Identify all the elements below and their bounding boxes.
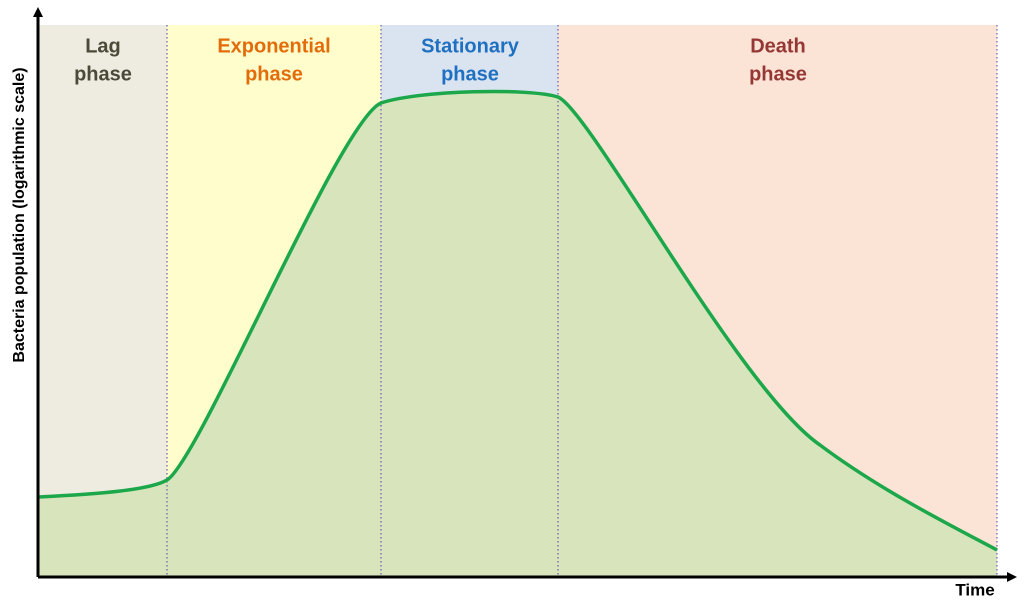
x-axis-label: Time [955,580,994,599]
phase-label: Lag [85,35,121,57]
phase-label: Exponential [217,35,330,57]
phase-label: phase [74,63,132,85]
phase-label: phase [749,63,807,85]
phase-label: Stationary [421,35,520,57]
y-axis-label: Bacteria population (logarithmic scale) [11,67,28,362]
phase-label: phase [441,63,499,85]
phase-label: Death [750,35,806,57]
lag-region [38,25,167,577]
phase-label: phase [245,63,303,85]
growth-curve [37,89,998,552]
curve-fill [38,91,997,578]
